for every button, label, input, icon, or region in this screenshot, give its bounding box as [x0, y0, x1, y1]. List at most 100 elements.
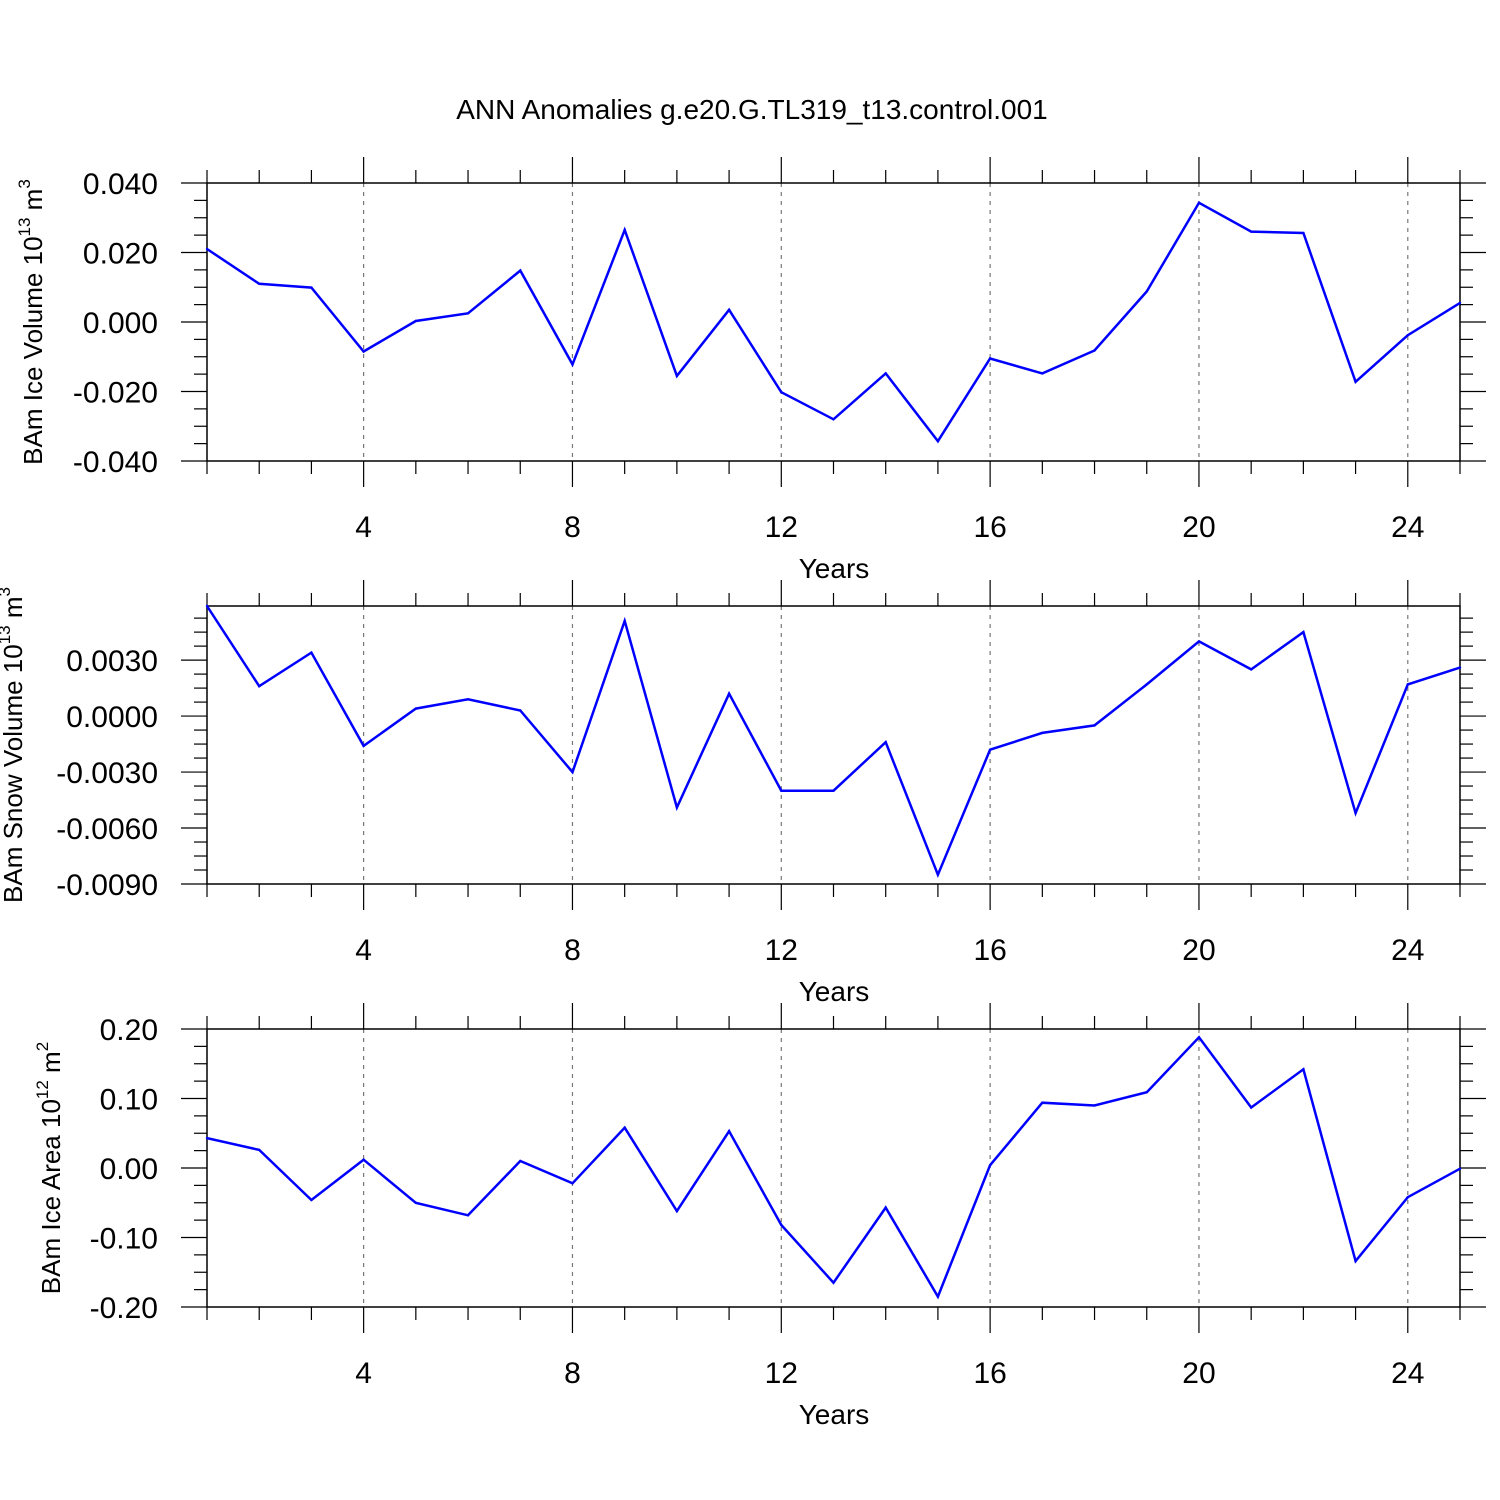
data-point — [727, 692, 731, 695]
data-point — [362, 744, 365, 748]
data-point — [466, 698, 470, 701]
data-point — [884, 741, 887, 744]
data-point — [1406, 334, 1409, 337]
panel-ice-volume: 4 8 12 16 20 24 Years -0.040 -0.020 0.000 0.020 0.0… — [15, 157, 1486, 584]
y-tick-label: 0.00 — [100, 1153, 158, 1186]
data-point — [1041, 1101, 1044, 1104]
data-point — [1354, 380, 1357, 383]
data-point — [1406, 1195, 1409, 1199]
data-point — [1354, 811, 1357, 815]
plot-frame — [206, 605, 1461, 885]
y-tick-label: 0.040 — [83, 168, 158, 201]
data-point — [988, 1164, 992, 1167]
x-tick-label: 24 — [1391, 511, 1424, 544]
data-point — [414, 319, 418, 323]
y-tick-label: 0.020 — [83, 238, 158, 271]
data-point — [1145, 290, 1148, 293]
x-tick-label: 12 — [765, 1357, 798, 1390]
panel-snow-volume: 4 8 12 16 20 24 Years -0.0090 -0.0060 -0.0030 0.00… — [0, 580, 1486, 1007]
x-axis-label: Years — [799, 1399, 870, 1430]
y-tick-label: 0.000 — [83, 307, 158, 340]
data-point — [1041, 372, 1044, 375]
x-tick-label: 4 — [355, 934, 372, 967]
data-point — [675, 374, 679, 378]
data-point — [1302, 231, 1305, 235]
data-point — [1093, 724, 1096, 727]
x-tick-label: 8 — [564, 1357, 581, 1390]
data-point — [571, 770, 574, 774]
y-tick-label: -0.20 — [90, 1292, 158, 1325]
data-point — [884, 372, 887, 375]
data-point — [1249, 230, 1253, 233]
data-point — [258, 282, 261, 285]
data-point — [258, 1148, 261, 1152]
y-tick-label: 0.0030 — [66, 645, 158, 678]
x-axis-label: Years — [799, 553, 870, 584]
y-tick-label: 0.0000 — [66, 701, 158, 734]
chart-title: ANN Anomalies g.e20.G.TL319_t13.control.… — [456, 94, 1047, 125]
series-line — [206, 1035, 1461, 1300]
panel-ice-area: 4 8 12 16 20 24 Years -0.20 -0.10 0.00 0.10 0.20 BAm… — [33, 1003, 1486, 1430]
x-tick-label: 4 — [355, 1357, 372, 1390]
data-point — [832, 1281, 835, 1284]
data-point — [362, 350, 365, 353]
data-point — [1354, 1259, 1357, 1263]
y-tick-label: 0.20 — [100, 1014, 158, 1047]
data-point — [832, 789, 835, 792]
x-tick-label: 16 — [973, 934, 1006, 967]
plot-frame — [206, 182, 1461, 462]
x-tick-label: 20 — [1182, 511, 1215, 544]
data-point — [414, 707, 418, 710]
x-tick-label: 24 — [1391, 1357, 1424, 1390]
data-point — [1197, 1036, 1201, 1039]
data-point — [832, 418, 835, 421]
y-tick-label: -0.0090 — [56, 869, 158, 902]
data-point — [1458, 301, 1462, 305]
x-tick-label: 8 — [564, 511, 581, 544]
data-point — [1302, 630, 1305, 634]
data-point — [988, 357, 992, 360]
y-axis-label: BAm Snow Volume 1013 m3 — [0, 587, 28, 903]
data-point — [623, 1126, 626, 1129]
data-point — [1458, 666, 1462, 669]
data-point — [884, 1206, 887, 1209]
data-point — [675, 1209, 679, 1213]
data-point — [258, 685, 261, 688]
data-point — [1145, 683, 1148, 686]
data-point — [936, 1295, 940, 1298]
data-point — [519, 269, 522, 272]
data-point — [362, 1158, 365, 1161]
data-point — [310, 651, 313, 654]
data-point — [727, 1129, 731, 1133]
data-point — [780, 1223, 783, 1227]
y-axis-label: BAm Ice Volume 1013 m3 — [15, 179, 48, 465]
data-point — [1406, 683, 1409, 686]
data-point — [780, 789, 783, 792]
y-tick-label: -0.0030 — [56, 757, 158, 790]
data-point — [205, 247, 209, 251]
data-point — [414, 1201, 418, 1204]
data-point — [1197, 640, 1201, 643]
y-tick-label: -0.10 — [90, 1223, 158, 1256]
x-tick-label: 12 — [765, 934, 798, 967]
data-point — [310, 286, 313, 289]
series-line — [206, 201, 1461, 444]
series-line — [205, 605, 1461, 879]
data-point — [936, 873, 940, 876]
data-point — [1249, 1106, 1253, 1109]
data-point — [466, 312, 470, 315]
data-point — [519, 709, 522, 712]
x-tick-label: 12 — [765, 511, 798, 544]
x-tick-label: 4 — [355, 511, 372, 544]
data-point — [988, 748, 992, 751]
x-tick-label: 8 — [564, 934, 581, 967]
data-point — [1249, 668, 1253, 671]
y-tick-label: 0.10 — [100, 1084, 158, 1117]
data-point — [519, 1159, 522, 1163]
x-tick-label: 20 — [1182, 1357, 1215, 1390]
y-tick-label: -0.0060 — [56, 813, 158, 846]
x-tick-label: 24 — [1391, 934, 1424, 967]
y-tick-label: -0.040 — [73, 446, 158, 479]
y-axis-label: BAm Ice Area 1012 m2 — [33, 1042, 66, 1294]
